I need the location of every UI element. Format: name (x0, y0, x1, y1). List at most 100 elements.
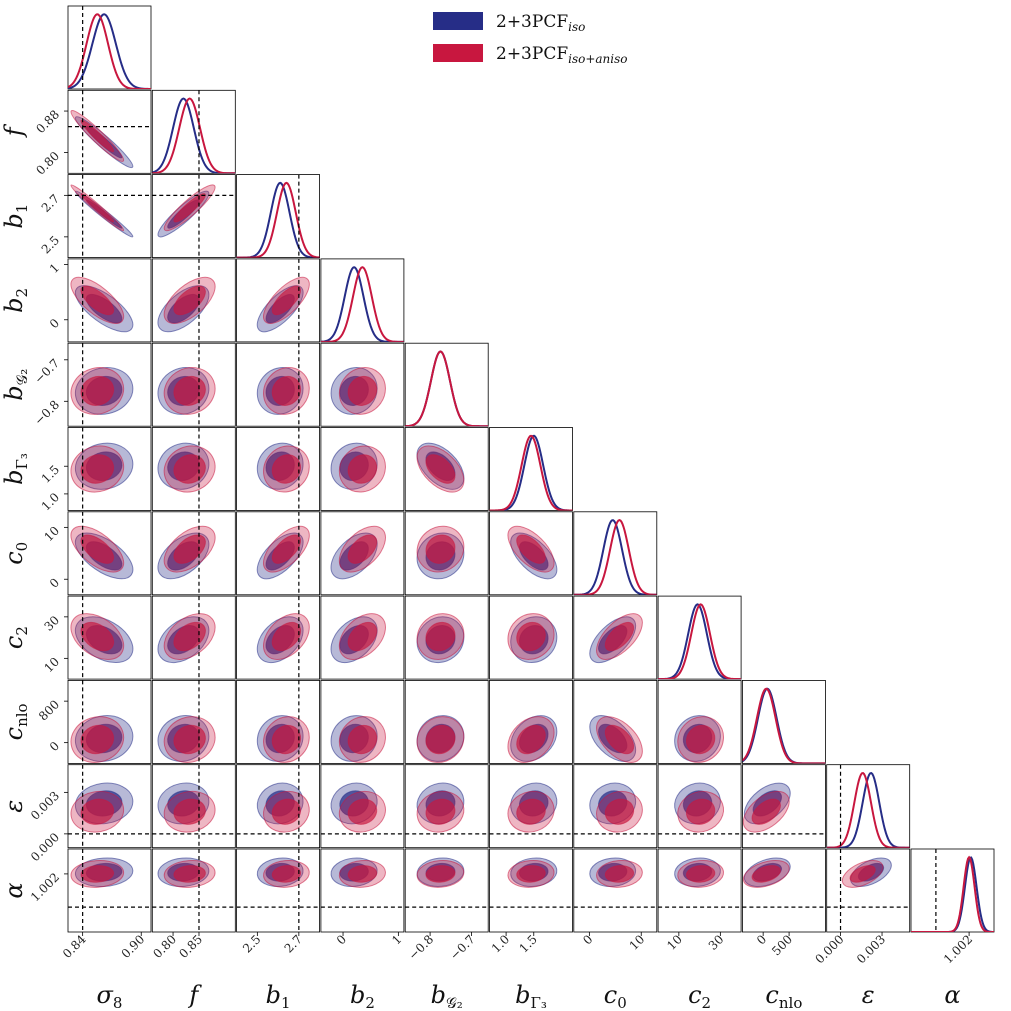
contour-b2-f-aniso-1sigma (173, 285, 206, 316)
panel-b1-b1 (236, 174, 321, 259)
ytick-label-cnlo: 0 (47, 739, 62, 754)
contour-cnlo-b2-aniso-1sigma (347, 724, 378, 755)
panel-frame (742, 764, 826, 849)
panel-alpha-bG2: −0.8 −0.7 (404, 848, 489, 963)
contour-bG2-b2-aniso-1sigma (347, 375, 378, 406)
panel-cnlo-c2 (657, 680, 742, 764)
contour-alpha-f-aniso-1sigma (173, 865, 206, 883)
panel-eps-c2 (657, 764, 742, 849)
xtick-label-c2: 30 (706, 932, 727, 953)
panel-frame (489, 764, 573, 849)
panel-frame (320, 342, 405, 427)
panel-frame (320, 427, 405, 511)
panel-frame (657, 764, 742, 849)
ylabel-alpha: α (0, 882, 28, 898)
ytick-label-b2: 0 (47, 316, 62, 331)
marginal-c2-aniso (658, 603, 742, 680)
panel-frame (236, 174, 321, 259)
contour-b1-sigma8-aniso-1sigma (80, 193, 115, 223)
panel-frame (151, 511, 236, 596)
panel-c2-c0 (573, 595, 658, 680)
panel-cnlo-bG2 (404, 680, 489, 764)
panel-frame (67, 258, 152, 343)
panel-frame (236, 258, 321, 343)
panel-c2-f (151, 595, 236, 680)
panel-f-sigma8: 0.80 0.88 (33, 89, 152, 178)
panel-frame (657, 848, 742, 933)
xlabel-bG2: b𝒢₂ (431, 981, 463, 1011)
panel-c2-bG2 (404, 595, 489, 680)
panel-c0-bG2 (404, 511, 489, 596)
panel-frame (67, 427, 152, 511)
panel-b2-b1 (236, 258, 321, 343)
contour-c2-c0-aniso-1sigma (604, 621, 635, 652)
xlabel-b2: b2 (350, 981, 375, 1011)
panel-bG3-b2 (320, 427, 405, 511)
legend: 2+3PCFiso 2+3PCFiso+aniso (433, 12, 628, 66)
panel-frame (151, 342, 236, 427)
panel-c2-c2 (657, 595, 742, 680)
panel-frame (67, 764, 152, 849)
panel-frame (151, 258, 236, 343)
panel-alpha-f: 0.800.85 (150, 848, 236, 961)
contour-bG3-f-aniso-1sigma (173, 454, 206, 484)
xtick-label-sigma8: 0.84 (60, 932, 89, 961)
panel-frame (151, 764, 236, 849)
panel-c0-sigma8: 0 10 (41, 511, 152, 596)
panel-eps-bG2 (404, 764, 489, 849)
marginal-f-aniso (152, 97, 236, 174)
panel-bG2-b2 (320, 342, 405, 427)
contour-cnlo-bG2-aniso-1sigma (425, 724, 456, 755)
panel-cnlo-cnlo (742, 680, 826, 764)
panel-frame (742, 848, 826, 933)
panel-frame (151, 595, 236, 680)
panel-frame (573, 595, 658, 680)
contour-eps-bG3-aniso-1sigma (516, 798, 546, 825)
panel-frame (657, 595, 742, 680)
panel-bG2-b1 (236, 342, 321, 427)
panel-eps-c0 (573, 764, 658, 849)
contour-c0-bG2-aniso-1sigma (425, 534, 456, 564)
panel-eps-b1 (236, 764, 321, 849)
panel-b2-sigma8: 01 (47, 258, 152, 343)
marginal-b1-iso (236, 181, 320, 258)
contour-cnlo-c2-aniso-1sigma (685, 724, 716, 755)
marginal-c0-iso (573, 519, 657, 595)
panel-frame (67, 5, 152, 90)
panel-bG2-bG2 (404, 342, 489, 427)
xtick-label-f: 0.85 (176, 932, 205, 961)
panel-frame (489, 680, 573, 764)
contour-c2-b2-aniso-1sigma (347, 621, 378, 652)
panel-frame (404, 848, 489, 933)
xtick-label-b1: 2.5 (240, 932, 263, 955)
panel-cnlo-b2 (320, 680, 405, 764)
marginal-alpha-iso (911, 856, 994, 932)
panel-frame (67, 680, 152, 764)
panel-frame (151, 680, 236, 764)
panel-bG2-sigma8: −0.8 −0.7 (32, 342, 152, 428)
panel-c2-sigma8: 10 30 (41, 595, 152, 680)
panel-frame (67, 342, 152, 427)
contour-eps-sigma8-aniso-1sigma (80, 798, 115, 825)
contour-b2-b1-aniso-1sigma (271, 285, 302, 316)
contour-bG3-b2-aniso-1sigma (347, 454, 378, 484)
panel-frame (320, 764, 405, 849)
contour-alpha-cnlo-aniso-1sigma (751, 865, 781, 883)
marginal-b1-aniso (236, 181, 320, 258)
panel-frame (236, 342, 321, 427)
ytick-label-b2: 1 (47, 261, 62, 276)
panel-frame (404, 427, 489, 511)
contour-b1-f-aniso-1sigma (173, 193, 206, 223)
ytick-label-eps: 0.003 (28, 789, 62, 823)
xtick-label-bG2: −0.8 (406, 932, 437, 963)
xlabel-f: f (187, 981, 202, 1009)
panel-frame (236, 848, 321, 933)
panel-frame (573, 764, 658, 849)
ylabel-bG3: bΓ₃ (0, 453, 31, 485)
legend-label-iso: 2+3PCFiso (496, 12, 585, 34)
panel-frame (320, 595, 405, 680)
contour-cnlo-b1-aniso-1sigma (271, 724, 302, 755)
xtick-label-bG3: 1.0 (489, 932, 512, 955)
marginal-bG3-aniso (489, 434, 573, 511)
xlabel-alpha: α (944, 981, 960, 1009)
